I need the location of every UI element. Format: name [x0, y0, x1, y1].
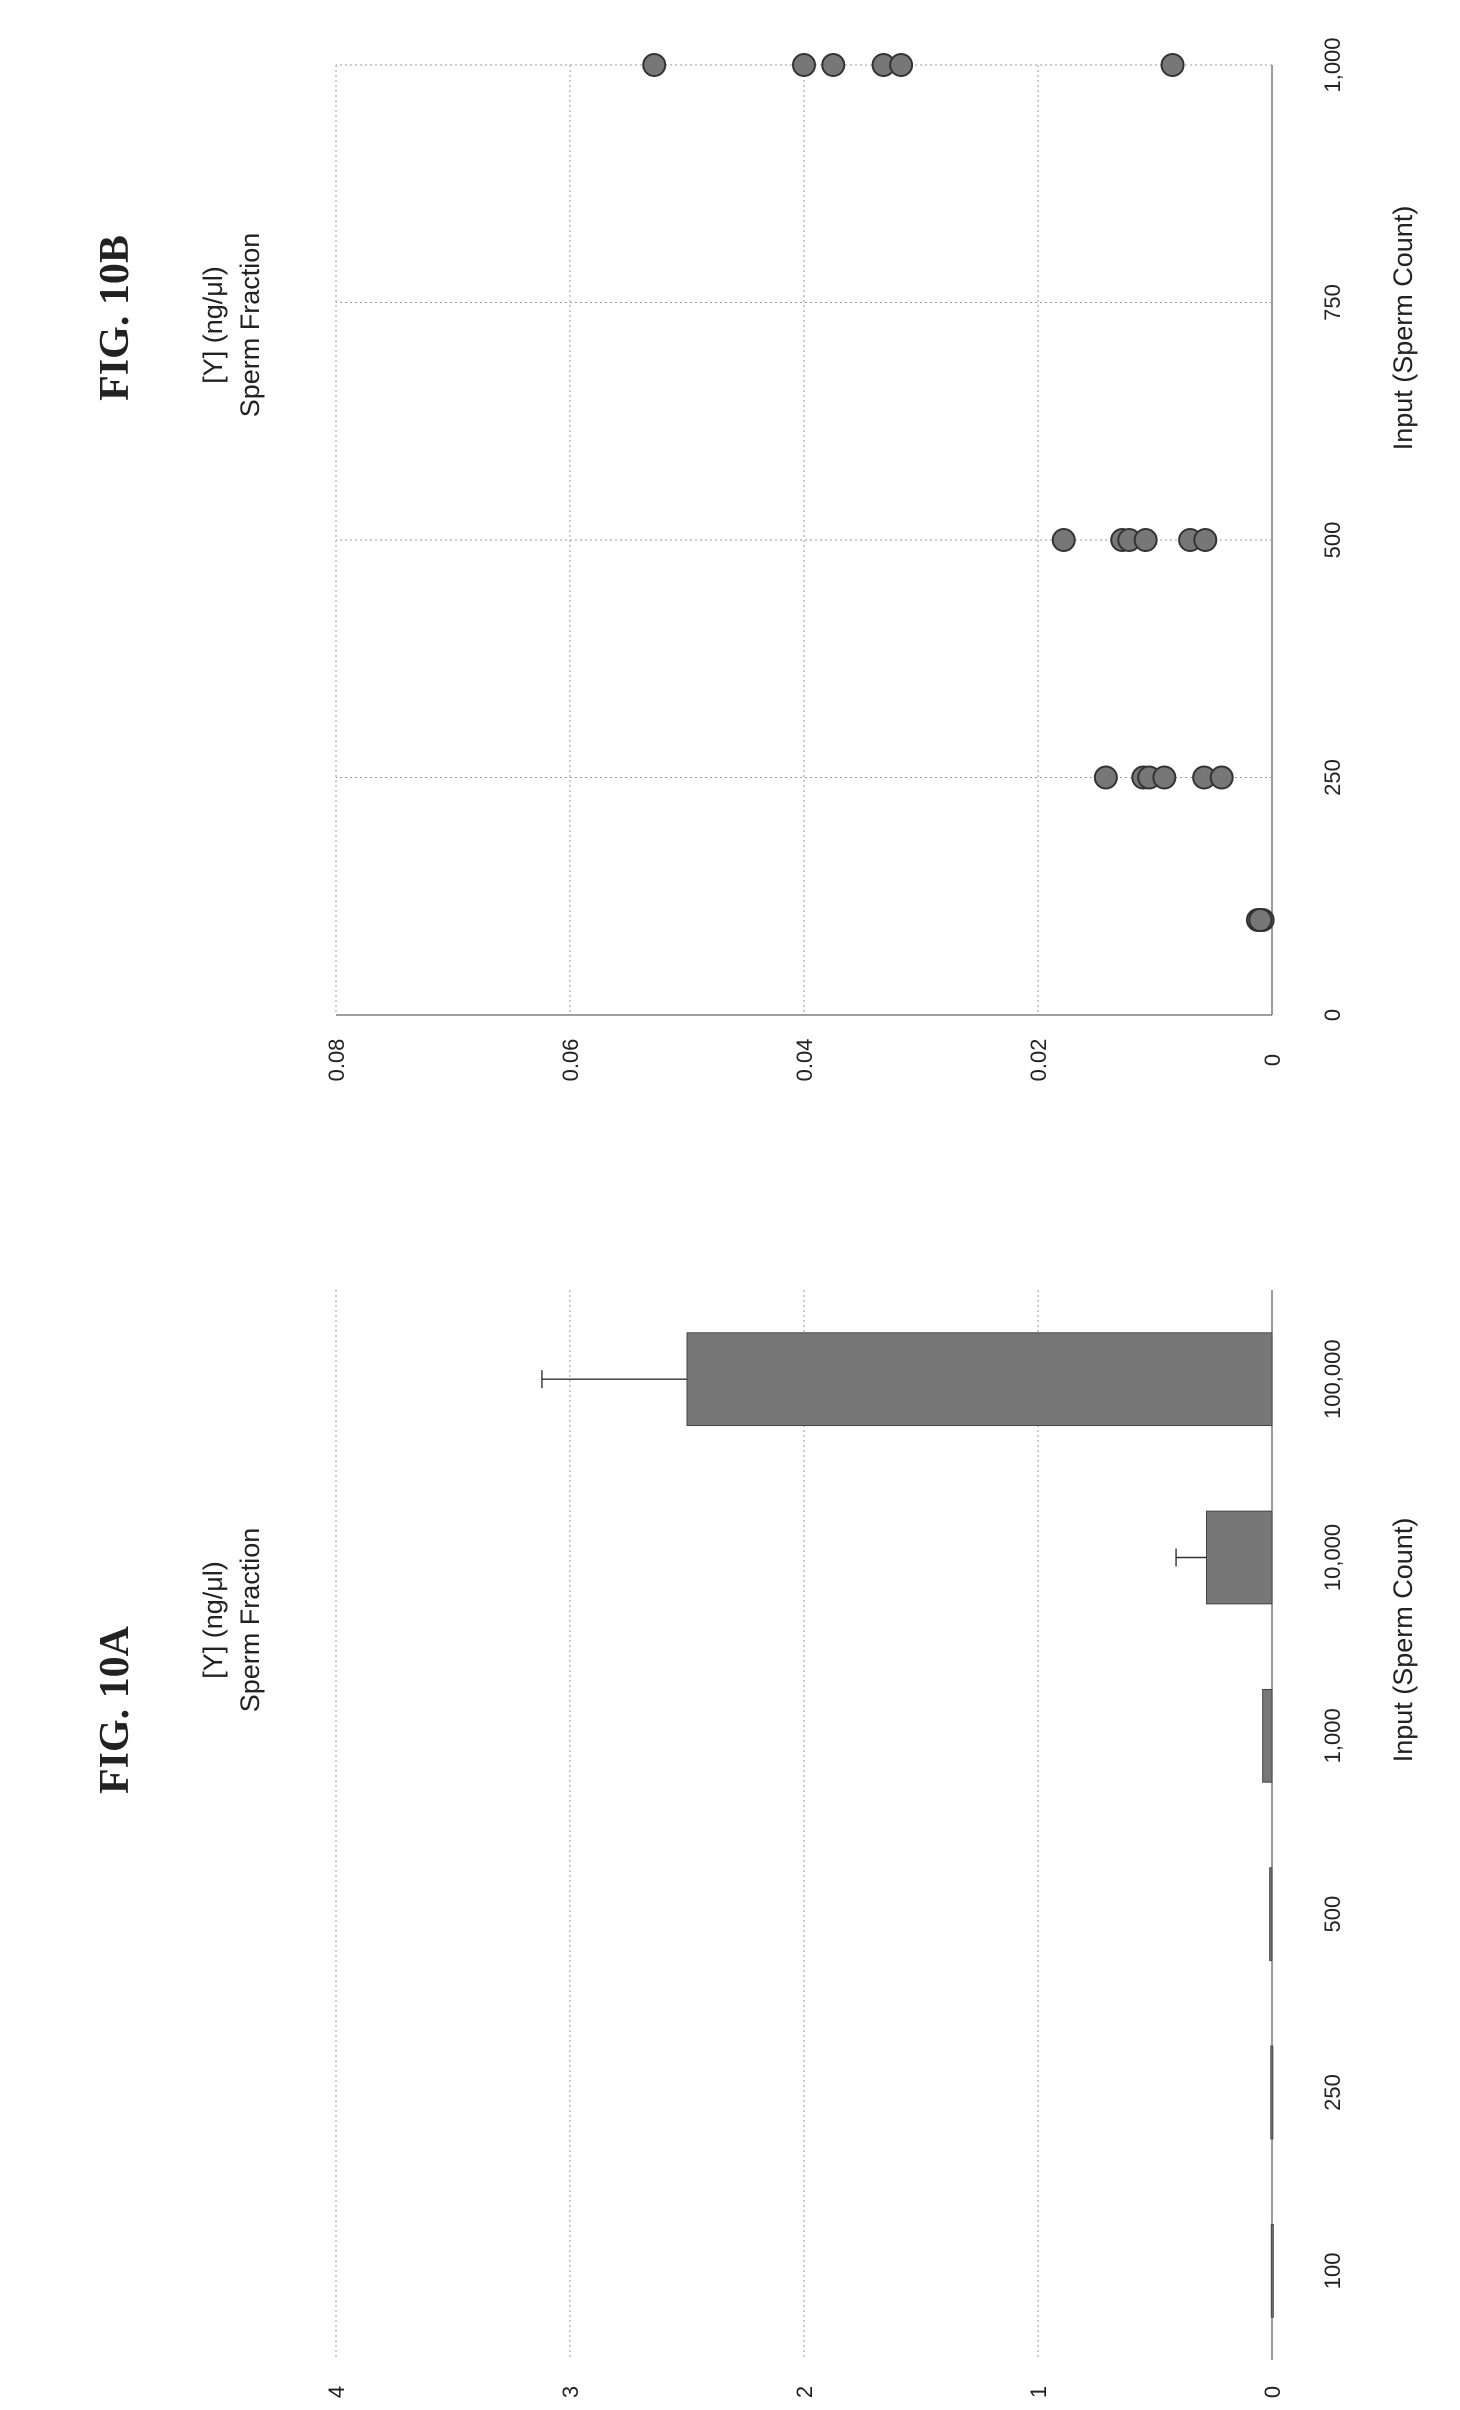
chart-10b-point — [1160, 53, 1185, 77]
chart-10a-x-tick-label: 100,000 — [1320, 1339, 1345, 1419]
fig-10a-label: FIG. 10A — [92, 1625, 138, 1794]
chart-10a-xlabel: Input (Sperm Count) — [1388, 1518, 1418, 1763]
chart-10a-x-tick-label: 100 — [1320, 2252, 1345, 2289]
chart-10b-y-tick-label: 0.04 — [792, 1039, 817, 1082]
chart-10b-title: [Y] (ng/μl) — [198, 266, 228, 384]
chart-10a-y-ticks: 0 1 2 3 4 — [324, 2386, 1285, 2398]
chart-10a-y-tick-label: 4 — [324, 2386, 349, 2398]
chart-10b-point — [1248, 908, 1273, 932]
chart-10b-x-tick-label: 750 — [1320, 284, 1345, 321]
chart-10b-y-tick-label: 0.06 — [558, 1039, 583, 1082]
chart-10b: FIG. 10B [Y] (ng/μl) Sperm Fraction Inpu… — [92, 37, 1418, 1081]
chart-10b-point — [1051, 528, 1076, 552]
fig-10b-label: FIG. 10B — [92, 235, 138, 401]
chart-10b-xlabel: Input (Sperm Count) — [1388, 206, 1418, 451]
chart-10a-bar — [1270, 2045, 1274, 2140]
chart-10b-point — [821, 53, 846, 77]
chart-10b-point — [792, 53, 816, 77]
chart-10b-x-tick-label: 1,000 — [1320, 37, 1345, 92]
chart-10b-point — [1133, 528, 1158, 552]
chart-10b-point — [1152, 765, 1177, 790]
chart-10b-points — [642, 53, 1275, 932]
chart-10b-point — [642, 53, 667, 77]
chart-10a-x-tick-label: 250 — [1320, 2074, 1345, 2111]
chart-10a-x-ticks: 100 250 500 1,000 10,000 100,000 — [1320, 1339, 1345, 2289]
chart-10a-bar — [686, 1332, 1273, 1427]
chart-10a-x-tick-label: 500 — [1320, 1896, 1345, 1933]
chart-10b-x-tick-label: 250 — [1320, 759, 1345, 796]
chart-10b-point — [889, 53, 914, 77]
chart-10a-y-tick-label: 3 — [558, 2386, 583, 2398]
chart-10a: FIG. 10A [Y] (ng/μl) Sperm Fraction Inpu… — [92, 1290, 1418, 2398]
chart-10b-point — [1193, 528, 1218, 552]
chart-10a-x-tick-label: 10,000 — [1320, 1524, 1345, 1591]
chart-10a-bar — [1270, 2223, 1274, 2318]
chart-10b-x-tick-label: 0 — [1320, 1009, 1345, 1021]
chart-10a-y-tick-label: 0 — [1260, 2386, 1285, 2398]
chart-10b-x-tick-label: 500 — [1320, 522, 1345, 559]
chart-10a-title: [Y] (ng/μl) — [198, 1561, 228, 1679]
chart-10b-subtitle: Sperm Fraction — [235, 233, 265, 418]
chart-10b-y-tick-label: 0 — [1260, 1054, 1285, 1066]
chart-10b-y-tick-label: 0.02 — [1026, 1039, 1051, 1082]
chart-10a-y-tick-label: 1 — [1026, 2386, 1051, 2398]
chart-10a-grid — [335, 1290, 1273, 2360]
chart-10a-subtitle: Sperm Fraction — [235, 1528, 265, 1713]
chart-10a-x-tick-label: 1,000 — [1320, 1708, 1345, 1763]
chart-10b-point — [1093, 765, 1118, 790]
chart-10b-point — [1209, 765, 1234, 790]
chart-10a-bar — [1205, 1510, 1273, 1605]
chart-10a-y-tick-label: 2 — [792, 2386, 817, 2398]
chart-10b-y-tick-label: 0.08 — [324, 1039, 349, 1082]
chart-10b-y-ticks: 0 0.02 0.04 0.06 0.08 — [324, 1039, 1285, 1082]
chart-10a-bar — [1269, 1867, 1273, 1962]
chart-10b-x-ticks: 0 250 500 750 1,000 — [1320, 37, 1345, 1021]
chart-10a-bars — [541, 1332, 1274, 2318]
chart-10a-bar — [1262, 1688, 1273, 1783]
